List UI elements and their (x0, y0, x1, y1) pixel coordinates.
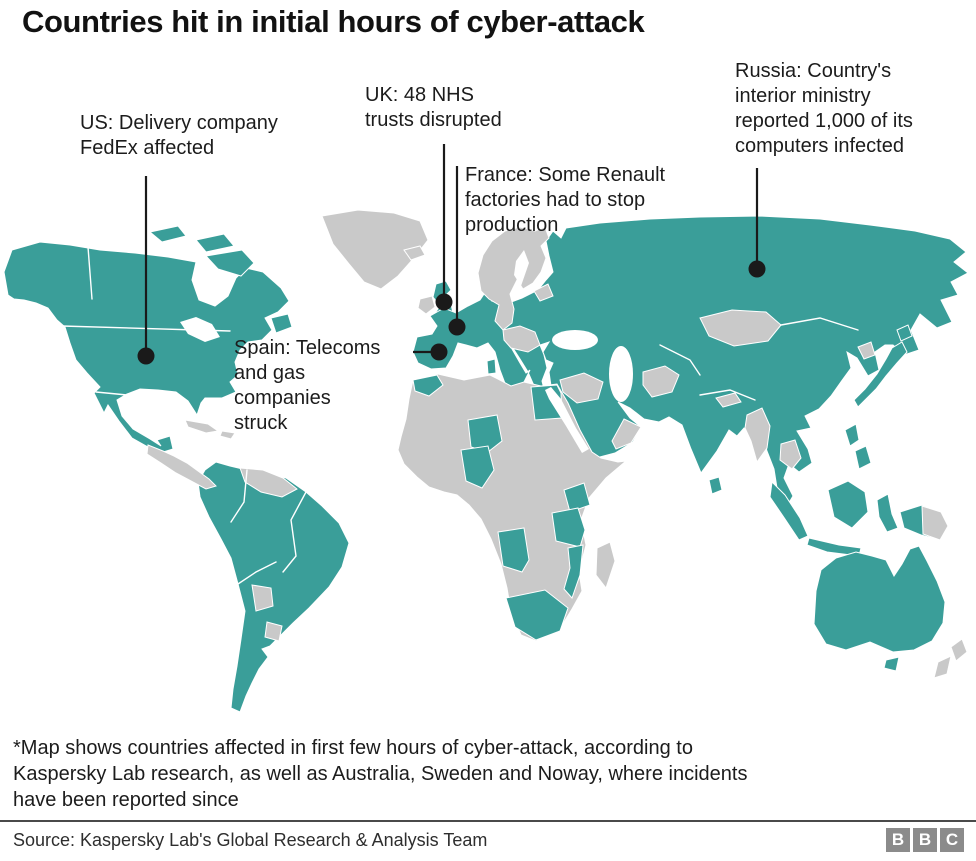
marker-dot-spain (430, 343, 448, 361)
region-venezuela-guyana (239, 467, 298, 498)
annotation-uk-line: UK: 48 NHS (365, 84, 474, 106)
marker-dot-russia (748, 260, 766, 278)
border-himalaya (699, 389, 756, 401)
border-south-america-1 (230, 469, 248, 523)
border-russia-china (780, 317, 859, 331)
marker-dot-us (137, 347, 155, 365)
region-iraq-syria (559, 372, 604, 404)
region-uruguay (264, 621, 283, 642)
region-hispaniola (219, 430, 236, 440)
bbc-logo-letter: C (940, 828, 964, 852)
region-baltics (533, 283, 554, 302)
region-nigeria (460, 445, 495, 489)
region-australia (813, 545, 946, 653)
annotation-spain: Spain: Telecoms and gas companies struck (234, 336, 380, 436)
black-sea (552, 330, 598, 350)
region-philippines-south (854, 445, 872, 470)
annotation-us-line: FedEx affected (80, 137, 215, 159)
region-tasmania (883, 656, 900, 672)
annotation-russia-line: Russia: Country's (735, 60, 892, 82)
region-kenya (563, 482, 591, 513)
region-balkans (502, 325, 541, 353)
region-iceland (403, 245, 426, 261)
annotation-spain-line: struck (234, 412, 288, 434)
border-us-mexico (95, 391, 128, 396)
region-sri-lanka (708, 476, 723, 495)
annotation-spain-line: Spain: Telecoms (234, 337, 381, 359)
region-baffin (205, 249, 255, 277)
bbc-logo-letter: B (886, 828, 910, 852)
annotation-spain-line: companies (234, 387, 331, 409)
region-japan-honshu (853, 341, 908, 408)
region-japan-hokkaido (896, 324, 913, 342)
annotation-russia: Russia: Country's interior ministry repo… (735, 59, 913, 159)
region-myanmar (744, 407, 771, 464)
annotation-france-line: production (465, 214, 559, 236)
bbc-logo-letter: B (913, 828, 937, 852)
region-new-zealand-north (950, 638, 968, 662)
region-scandinavia (477, 226, 550, 331)
annotation-russia-line: reported 1,000 of its (735, 110, 913, 132)
annotation-france-line: France: Some Renault (465, 164, 666, 186)
annotation-uk: UK: 48 NHS trusts disrupted (365, 83, 502, 133)
region-arctic-island-1 (148, 225, 187, 243)
annotation-spain-line: and gas (234, 362, 306, 384)
region-se-arabia (611, 418, 642, 450)
annotation-uk-line: trusts disrupted (365, 109, 502, 131)
annotation-russia-line: interior ministry (735, 85, 871, 107)
caspian-sea (609, 346, 633, 402)
annotation-russia-line: computers infected (735, 135, 904, 157)
region-niger (467, 414, 503, 453)
region-borneo (827, 480, 869, 529)
region-greenland (321, 209, 429, 290)
source-credit: Source: Kaspersky Lab's Global Research … (13, 830, 488, 850)
region-newfoundland (270, 313, 293, 334)
footnote-line: have been reported since (13, 789, 239, 811)
region-mozambique (563, 544, 584, 599)
region-sumatra (769, 480, 809, 541)
page-title: Countries hit in initial hours of cyber-… (22, 4, 645, 39)
region-nepal (715, 392, 742, 408)
footer-divider (0, 820, 976, 822)
region-angola (497, 527, 530, 573)
annotation-us-line: US: Delivery company (80, 112, 278, 134)
annotation-us: US: Delivery company FedEx affected (80, 111, 278, 161)
region-laos-cambodia (779, 439, 802, 470)
footnote-line: Kaspersky Lab research, as well as Austr… (13, 763, 748, 785)
red-sea (545, 387, 589, 453)
region-papua-new-guinea (921, 505, 949, 541)
region-afghanistan (642, 365, 680, 398)
region-sulawesi (876, 493, 899, 533)
region-morocco (412, 374, 444, 397)
region-madagascar (595, 541, 616, 590)
footnote-line: *Map shows countries affected in first f… (13, 737, 693, 759)
marker-dot-france (448, 318, 466, 336)
marker-dot-uk (435, 293, 453, 311)
gulf-of-bothnia (514, 250, 529, 286)
region-paraguay (251, 584, 274, 612)
border-canada-alaska (87, 246, 93, 300)
region-philippines-north (844, 423, 860, 447)
region-arctic-island-2 (195, 233, 235, 253)
annotation-france: France: Some Renault factories had to st… (465, 163, 665, 238)
border-south-america-2 (282, 491, 307, 573)
annotation-france-line: factories had to stop (465, 189, 646, 211)
region-new-zealand-south (933, 655, 952, 679)
region-mongolia (699, 309, 782, 347)
region-south-africa (505, 589, 569, 641)
region-ireland (417, 295, 436, 315)
region-south-america (197, 461, 350, 713)
region-north-korea (857, 341, 876, 360)
region-central-america (146, 444, 217, 490)
border-south-america-3 (237, 561, 277, 585)
region-sardinia (486, 358, 497, 375)
bbc-logo: B B C (886, 828, 964, 852)
region-cuba (184, 419, 220, 434)
footnote: *Map shows countries affected in first f… (13, 735, 747, 813)
region-tanzania (551, 507, 586, 548)
border-kazakh-china (659, 344, 701, 376)
